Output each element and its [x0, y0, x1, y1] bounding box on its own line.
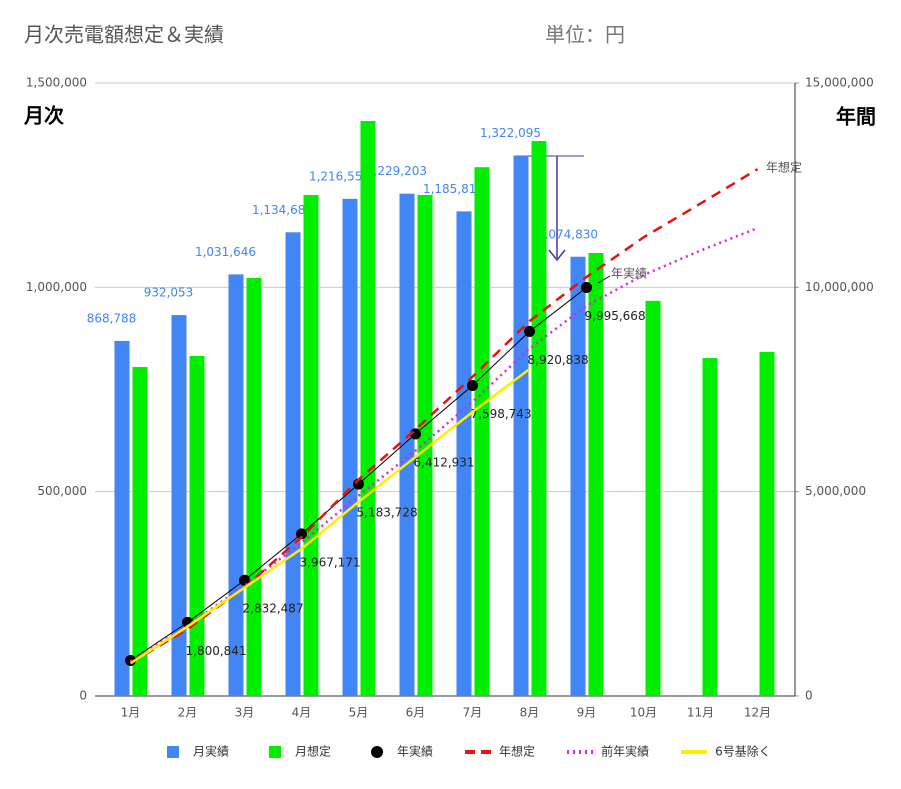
point-value-label: 3,967,171 [300, 555, 361, 569]
point-value-label: 7,598,743 [471, 407, 532, 421]
point [239, 574, 250, 586]
y2-tick-label: 15,000,000 [805, 76, 874, 90]
bar [531, 141, 547, 697]
x-tick-label: 12月 [744, 706, 771, 720]
y2-tick-label: 10,000,000 [805, 280, 874, 294]
bar-value-label: 1,216,557 [309, 169, 370, 183]
bar [246, 277, 262, 696]
y-tick-label: 1,500,000 [26, 76, 87, 90]
x-tick-label: 3月 [235, 706, 255, 720]
y-tick-label: 1,000,000 [26, 280, 87, 294]
bar [513, 155, 529, 696]
point-value-label: 9,995,668 [585, 309, 646, 323]
bar [360, 121, 376, 697]
x-tick-label: 9月 [577, 706, 597, 720]
bar [759, 351, 775, 696]
bar [189, 355, 205, 696]
y-tick-label: 0 [79, 689, 87, 703]
legend-label: 年実績 [397, 744, 433, 759]
x-tick-label: 4月 [292, 706, 312, 720]
x-tick-label: 11月 [687, 706, 714, 720]
bar [228, 274, 244, 696]
point-value-label: 2,832,487 [243, 602, 304, 616]
chart-title: 月次売電額想定＆実績 [24, 23, 224, 47]
bar [570, 256, 586, 696]
x-tick-label: 8月 [520, 706, 540, 720]
legend-label: 年想定 [499, 744, 535, 759]
y2-tick-label: 5,000,000 [805, 484, 866, 498]
line [129, 168, 759, 665]
bar-value-label: 1,185,812 [423, 182, 484, 196]
bar [342, 198, 358, 696]
x-tick-label: 1月 [121, 706, 141, 720]
point-value-label: 8,920,838 [528, 353, 589, 367]
x-tick-label: 7月 [463, 706, 483, 720]
bar-value-label: 1,134,684 [252, 203, 313, 217]
legend-label: 6号基除く [715, 744, 771, 759]
legend-label: 月想定 [295, 744, 331, 759]
annotation-arrow [597, 275, 611, 284]
point [581, 282, 592, 294]
chart-subtitle: 単位：円 [545, 23, 625, 47]
x-tick-label: 5月 [349, 706, 369, 720]
point-value-label: 6,412,931 [414, 455, 475, 469]
point-value-label: 1,800,841 [186, 644, 247, 658]
bar [285, 232, 301, 696]
bar-value-label: 1,229,203 [366, 164, 427, 178]
legend-swatch [167, 746, 179, 758]
legend-swatch [371, 746, 384, 758]
x-tick-label: 6月 [406, 706, 426, 720]
bar [303, 194, 319, 696]
x-tick-label: 10月 [630, 706, 657, 720]
legend-label: 前年実績 [601, 744, 649, 759]
y-tick-label: 500,000 [37, 484, 87, 498]
arrow-head [548, 249, 566, 262]
legend-swatch [269, 746, 282, 758]
bar [702, 358, 718, 696]
annotation: 年実績 [611, 266, 647, 281]
annotation: 年想定 [766, 160, 802, 175]
bar-value-label: 868,788 [87, 311, 137, 325]
line [129, 226, 758, 663]
bar [474, 167, 490, 697]
bar [417, 194, 433, 696]
bar-value-label: 1,322,095 [480, 126, 541, 140]
bar [132, 367, 148, 696]
point [524, 325, 535, 337]
bar-value-label: 1,074,830 [537, 227, 598, 241]
point-value-label: 5,183,728 [357, 506, 418, 520]
bar-value-label: 1,031,646 [195, 245, 256, 259]
y2-tick-label: 0 [805, 689, 813, 703]
bar [645, 300, 661, 696]
legend-label: 月実績 [193, 744, 229, 759]
point [467, 379, 478, 391]
x-tick-label: 2月 [178, 706, 198, 720]
y-axis-label: 月次 [23, 104, 64, 128]
bar [588, 253, 604, 696]
bar [399, 193, 415, 696]
bar [456, 211, 472, 696]
bar-value-label: 932,053 [144, 286, 194, 300]
y2-axis-label: 年間 [836, 105, 876, 129]
point [296, 528, 307, 540]
bar [114, 340, 130, 696]
line [129, 368, 531, 665]
bar [171, 315, 187, 696]
